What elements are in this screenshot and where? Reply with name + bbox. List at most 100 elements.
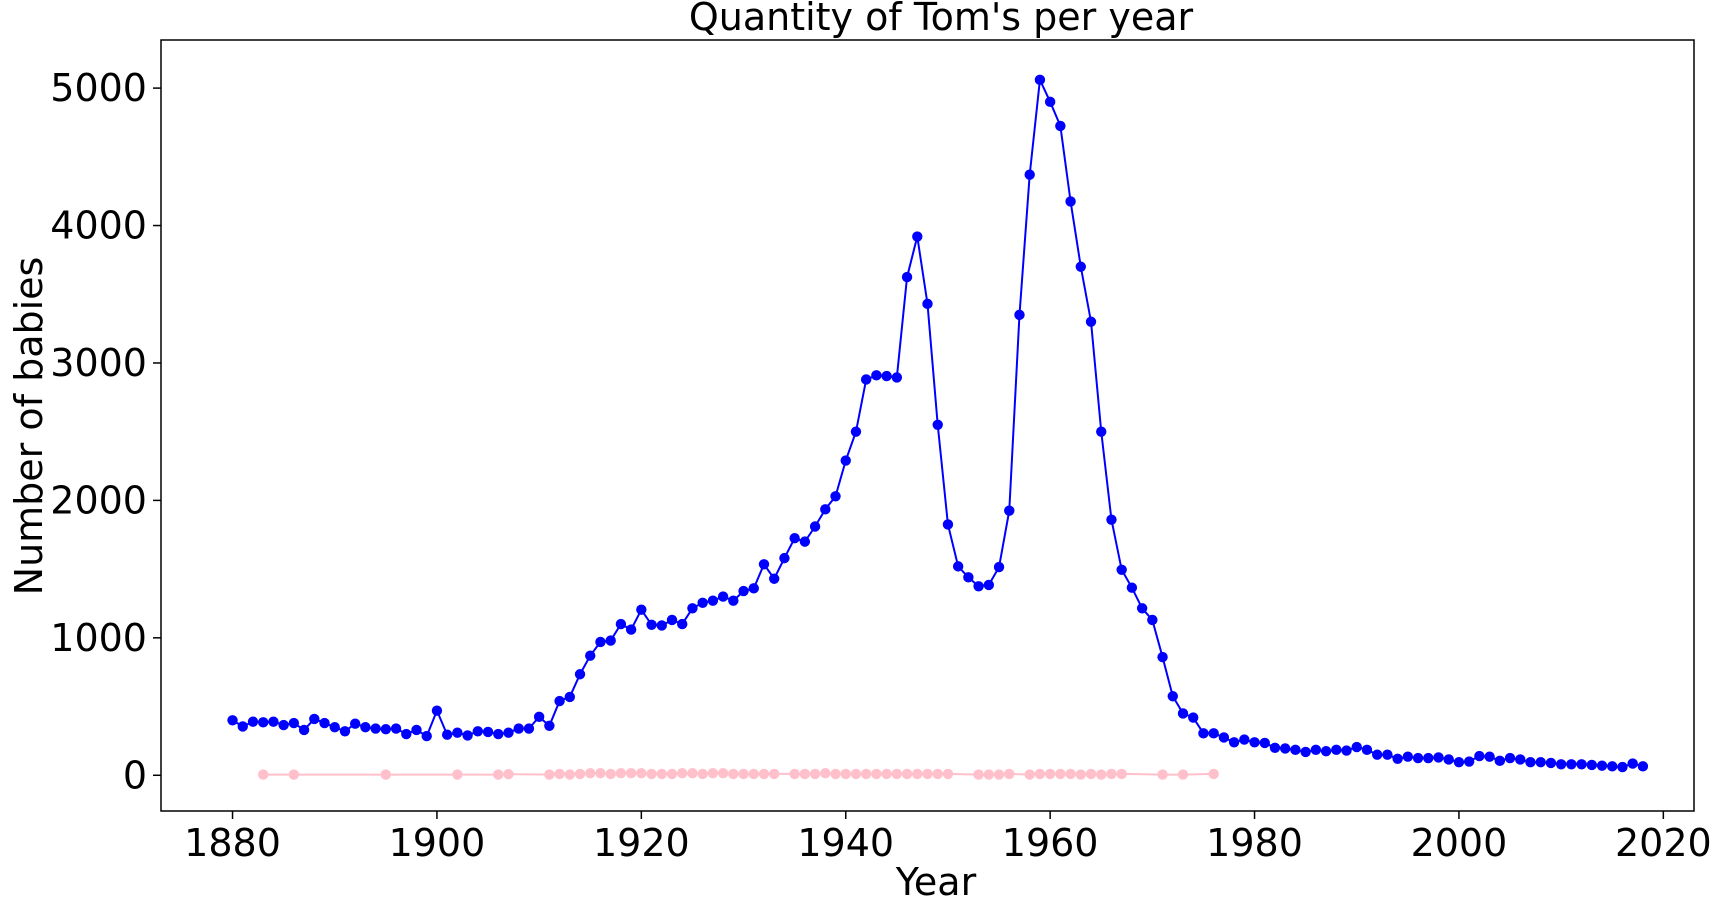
y-tick-label: 0: [123, 753, 147, 797]
data-point: [1474, 750, 1485, 762]
y-tick-label: 4000: [50, 204, 147, 248]
x-tick-label: 1940: [797, 821, 894, 865]
data-point: [360, 721, 371, 733]
data-point: [1136, 603, 1148, 614]
data-point: [1555, 759, 1567, 770]
data-point: [1525, 757, 1536, 768]
data-point: [891, 768, 903, 780]
data-point: [769, 768, 780, 780]
data-point: [789, 768, 800, 780]
data-point: [1208, 728, 1219, 739]
data-point: [421, 730, 432, 742]
data-point: [1382, 749, 1393, 760]
data-point: [1055, 120, 1066, 132]
data-point: [1157, 651, 1168, 663]
data-point: [850, 768, 862, 780]
data-point: [298, 724, 310, 736]
data-point: [860, 374, 872, 385]
data-point: [493, 728, 504, 740]
data-point: [339, 726, 351, 737]
data-point: [983, 769, 995, 780]
data-point: [349, 718, 361, 729]
data-point: [605, 768, 616, 780]
x-axis: 1880 1900 1920 1940 1960 1980 2000 2020: [184, 811, 1712, 865]
data-point: [666, 614, 678, 626]
data-point: [472, 726, 484, 737]
data-point: [1208, 768, 1219, 780]
data-point: [820, 768, 831, 779]
x-tick-label: 1920: [593, 821, 690, 865]
data-point: [830, 491, 841, 502]
y-tick-label: 5000: [50, 66, 147, 110]
data-point: [554, 695, 565, 707]
data-point: [993, 561, 1005, 573]
data-point: [1034, 74, 1046, 86]
data-point: [799, 536, 811, 547]
data-point: [912, 768, 923, 780]
data-point: [380, 769, 392, 780]
data-point: [646, 768, 657, 780]
data-point: [1014, 309, 1025, 321]
data-point: [973, 581, 984, 592]
data-point: [544, 769, 555, 780]
data-point: [1177, 769, 1189, 780]
data-point: [605, 635, 616, 646]
data-point: [1034, 768, 1046, 780]
data-point: [411, 724, 422, 736]
data-point: [1055, 768, 1066, 780]
data-point: [513, 723, 524, 734]
data-point: [1239, 734, 1250, 745]
data-point: [278, 719, 289, 731]
data-point: [636, 768, 647, 779]
data-point: [268, 716, 279, 727]
data-point: [1116, 768, 1127, 780]
data-point: [615, 618, 627, 630]
data-point: [881, 370, 892, 382]
data-point: [697, 597, 708, 608]
data-point: [564, 691, 575, 703]
data-point: [697, 768, 708, 780]
data-point: [1106, 514, 1117, 525]
series-layer: [227, 74, 1649, 780]
data-point: [748, 583, 759, 594]
data-point: [401, 728, 412, 740]
data-point: [462, 730, 473, 741]
data-point: [1515, 754, 1526, 765]
data-point: [769, 573, 780, 584]
data-point: [1596, 760, 1608, 771]
data-point: [595, 636, 606, 648]
data-point: [1535, 757, 1546, 768]
data-point: [860, 768, 872, 780]
data-point: [707, 768, 719, 779]
data-point: [380, 724, 392, 735]
data-point: [1065, 196, 1076, 207]
data-point: [1607, 761, 1618, 772]
data-point: [585, 650, 596, 661]
data-point: [1280, 743, 1291, 754]
x-tick-label: 1880: [184, 821, 281, 865]
data-point: [1637, 761, 1649, 772]
data-point: [687, 603, 698, 614]
data-point: [1228, 737, 1240, 748]
data-point: [1116, 564, 1127, 575]
data-point: [891, 372, 903, 383]
data-point: [820, 504, 831, 515]
data-point: [1586, 759, 1598, 771]
data-point: [963, 572, 974, 583]
data-point: [574, 768, 586, 780]
data-point: [564, 769, 575, 780]
data-point: [901, 271, 913, 283]
data-point: [932, 768, 943, 780]
data-point: [728, 768, 739, 780]
data-point: [1566, 759, 1577, 770]
data-point: [585, 768, 596, 779]
data-point: [1433, 752, 1444, 763]
series-1: [258, 768, 1219, 780]
data-point: [983, 579, 995, 591]
data-point: [1320, 746, 1332, 757]
data-point: [901, 768, 913, 780]
data-point: [1004, 505, 1015, 516]
data-point: [1044, 96, 1056, 108]
data-point: [1188, 712, 1199, 723]
